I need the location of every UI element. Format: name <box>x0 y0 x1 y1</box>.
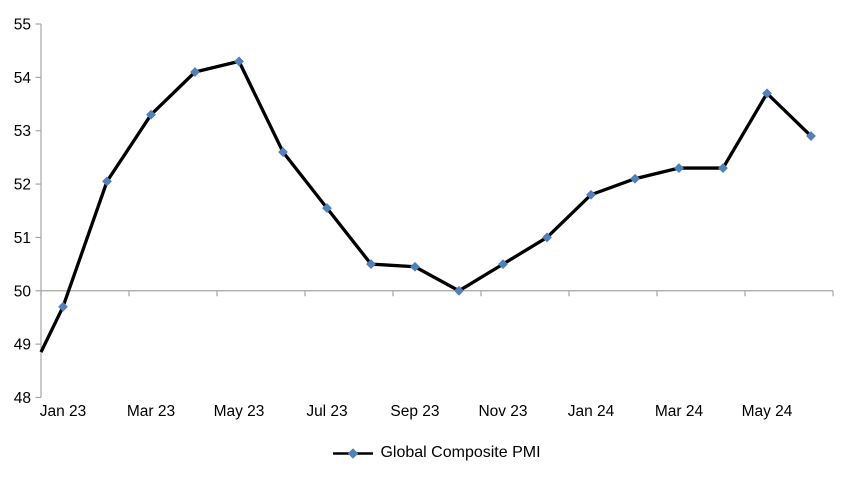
x-axis-tick-label: May 23 <box>214 403 265 420</box>
x-axis-tick-label: Jan 24 <box>568 403 615 420</box>
y-axis-tick-label: 53 <box>14 123 31 140</box>
y-axis-tick-label: 54 <box>14 70 32 87</box>
data-point-marker <box>102 176 112 187</box>
chart-legend: Global Composite PMI <box>0 440 852 466</box>
data-point-marker <box>806 131 816 141</box>
data-point-marker <box>674 163 684 173</box>
data-point-marker <box>498 259 508 270</box>
data-point-marker <box>190 67 200 77</box>
x-axis-tick-label: Mar 23 <box>127 403 175 420</box>
data-point-marker <box>278 147 288 157</box>
data-point-marker <box>322 203 332 213</box>
data-point-marker <box>454 285 464 296</box>
y-axis-tick-label: 49 <box>14 337 31 354</box>
y-axis-tick-label: 50 <box>14 283 32 300</box>
y-axis-tick-label: 51 <box>14 230 31 247</box>
legend-series-label: Global Composite PMI <box>380 444 541 461</box>
data-point-marker <box>718 163 728 173</box>
data-point-marker <box>762 88 772 99</box>
legend-marker-diamond-icon <box>348 447 359 459</box>
data-point-marker <box>366 259 376 270</box>
data-point-marker <box>410 261 420 272</box>
data-point-marker <box>234 56 244 67</box>
plot-area: 48 49 50 51 52 53 54 55 Jan 23 Mar 23 May 23 Jul 23… <box>14 17 834 420</box>
x-axis-tick-label: Mar 24 <box>655 403 704 420</box>
data-point-marker <box>542 232 552 243</box>
legend-line-diamond-icon <box>333 447 374 459</box>
y-axis-tick-label: 52 <box>14 177 31 194</box>
data-point-marker <box>146 109 156 120</box>
x-axis-tick-label: Jan 23 <box>40 403 87 420</box>
x-axis-tick-label: Sep 23 <box>390 403 439 420</box>
data-point-marker <box>58 301 68 312</box>
x-axis-tick-label: Jul 23 <box>306 403 347 420</box>
y-axis-tick-label: 48 <box>14 390 31 407</box>
data-point-marker <box>630 173 640 184</box>
pmi-series-line <box>39 59 813 353</box>
y-axis-tick-label: 55 <box>14 17 31 34</box>
x-axis-tick-label: Nov 23 <box>478 403 527 420</box>
x-axis-tick-label: May 24 <box>742 403 793 420</box>
data-point-marker <box>586 189 596 200</box>
